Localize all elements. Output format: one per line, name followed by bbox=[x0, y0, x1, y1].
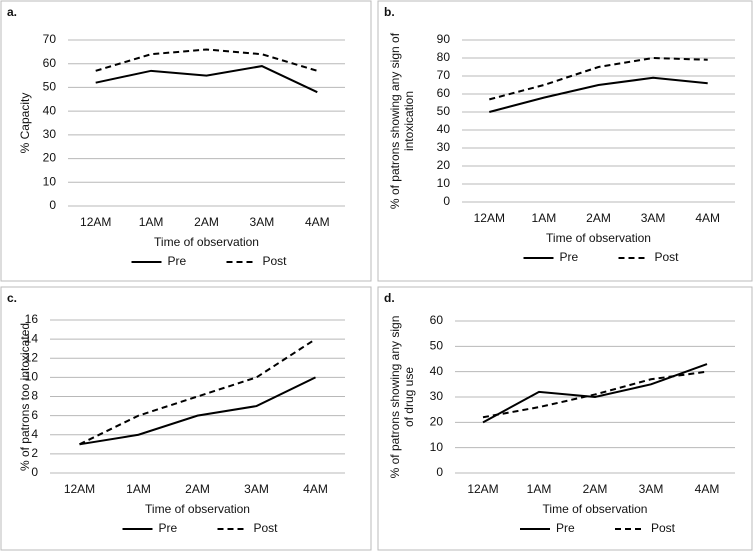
panel-label: c. bbox=[7, 291, 17, 305]
y-axis-title: % Capacity bbox=[18, 92, 32, 154]
x-axis-title: Time of observation bbox=[546, 231, 651, 245]
x-tick-label: 4AM bbox=[695, 482, 720, 496]
y-tick-label: 0 bbox=[436, 465, 443, 479]
x-tick-label: 2AM bbox=[583, 482, 608, 496]
series-line bbox=[79, 376, 316, 446]
y-tick-label: 10 bbox=[43, 174, 57, 188]
y-tick-label: 6 bbox=[31, 408, 38, 422]
y-axis-title: % of patrons showing any sign of intoxic… bbox=[388, 32, 416, 210]
legend-label: Pre bbox=[560, 250, 579, 264]
series-line bbox=[482, 370, 708, 419]
y-tick-label: 40 bbox=[437, 122, 451, 136]
y-tick-label: 70 bbox=[437, 68, 451, 82]
x-tick-label: 12AM bbox=[80, 215, 111, 229]
legend-label: Pre bbox=[159, 521, 178, 535]
x-axis-title: Time of observation bbox=[154, 235, 259, 249]
series-line bbox=[489, 56, 708, 101]
y-tick-label: 20 bbox=[43, 151, 57, 165]
y-tick-label: 70 bbox=[43, 32, 57, 46]
x-tick-label: 12AM bbox=[474, 211, 505, 225]
x-tick-label: 2AM bbox=[194, 215, 219, 229]
legend-label: Post bbox=[263, 254, 288, 268]
x-tick-label: 3AM bbox=[244, 482, 269, 496]
legend-label: Post bbox=[651, 521, 676, 535]
y-tick-label: 20 bbox=[430, 415, 444, 429]
y-tick-label: 90 bbox=[437, 32, 451, 46]
x-tick-label: 1AM bbox=[139, 215, 164, 229]
x-tick-label: 2AM bbox=[185, 482, 210, 496]
y-tick-label: 8 bbox=[31, 389, 38, 403]
series-line bbox=[79, 338, 317, 446]
y-tick-label: 40 bbox=[43, 103, 57, 117]
series-line bbox=[489, 76, 708, 113]
panel-border bbox=[377, 286, 753, 551]
y-tick-label: 12 bbox=[25, 350, 39, 364]
y-tick-label: 30 bbox=[430, 389, 444, 403]
x-tick-label: 2AM bbox=[586, 211, 611, 225]
series-line bbox=[482, 363, 708, 424]
panel-border bbox=[377, 0, 753, 282]
y-tick-label: 60 bbox=[43, 56, 57, 70]
y-tick-label: 40 bbox=[430, 364, 444, 378]
legend-label: Pre bbox=[556, 521, 575, 535]
panel-border bbox=[0, 0, 372, 282]
panel-label: d. bbox=[384, 291, 395, 305]
series-line bbox=[95, 48, 318, 72]
x-tick-label: 3AM bbox=[250, 215, 275, 229]
panel-label: b. bbox=[384, 5, 395, 19]
x-axis-title: Time of observation bbox=[145, 502, 250, 516]
legend-label: Post bbox=[655, 250, 680, 264]
x-tick-label: 3AM bbox=[641, 211, 666, 225]
x-tick-label: 4AM bbox=[695, 211, 720, 225]
y-tick-label: 60 bbox=[437, 86, 451, 100]
y-tick-label: 2 bbox=[31, 446, 38, 460]
x-tick-label: 12AM bbox=[467, 482, 498, 496]
legend-label: Pre bbox=[168, 254, 187, 268]
y-tick-label: 30 bbox=[437, 140, 451, 154]
y-axis-title: % of patrons too intoxicated bbox=[18, 322, 32, 471]
x-tick-label: 3AM bbox=[639, 482, 664, 496]
y-axis-title: % of patrons showing any sign of drug us… bbox=[388, 315, 416, 479]
x-tick-label: 1AM bbox=[527, 482, 552, 496]
y-tick-label: 60 bbox=[430, 313, 444, 327]
y-tick-label: 0 bbox=[443, 194, 450, 208]
x-axis-title: Time of observation bbox=[543, 502, 648, 516]
y-tick-label: 0 bbox=[31, 465, 38, 479]
y-tick-label: 16 bbox=[25, 312, 39, 326]
x-tick-label: 1AM bbox=[126, 482, 151, 496]
y-tick-label: 10 bbox=[437, 176, 451, 190]
y-tick-label: 14 bbox=[25, 331, 39, 345]
y-tick-label: 10 bbox=[430, 440, 444, 454]
y-tick-label: 4 bbox=[31, 427, 38, 441]
panel-label: a. bbox=[7, 5, 17, 19]
x-tick-label: 4AM bbox=[305, 215, 330, 229]
x-tick-label: 4AM bbox=[303, 482, 328, 496]
x-tick-label: 1AM bbox=[532, 211, 557, 225]
x-tick-label: 12AM bbox=[64, 482, 95, 496]
panel-border bbox=[0, 286, 372, 551]
legend-label: Post bbox=[254, 521, 279, 535]
y-tick-label: 30 bbox=[43, 127, 57, 141]
series-line bbox=[95, 65, 318, 94]
y-tick-label: 0 bbox=[49, 198, 56, 212]
y-tick-label: 20 bbox=[437, 158, 451, 172]
y-tick-label: 10 bbox=[25, 370, 39, 384]
y-tick-label: 50 bbox=[430, 339, 444, 353]
y-tick-label: 80 bbox=[437, 50, 451, 64]
y-tick-label: 50 bbox=[43, 80, 57, 94]
y-tick-label: 50 bbox=[437, 104, 451, 118]
